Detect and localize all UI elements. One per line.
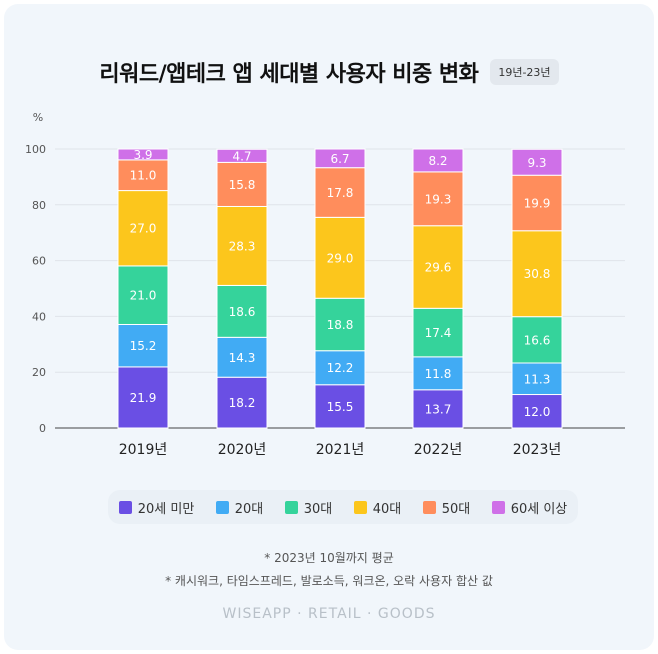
legend-item: 40대 — [353, 498, 402, 517]
bar-segment — [511, 148, 563, 176]
bar-segment — [314, 350, 366, 386]
data-label: 19.9 — [524, 196, 551, 210]
data-label: 4.7 — [232, 149, 251, 163]
bar-segment — [314, 167, 366, 218]
data-label: 9.3 — [527, 156, 546, 170]
data-label: 17.8 — [327, 186, 354, 200]
data-label: 18.2 — [229, 396, 256, 410]
y-tick-label: 20 — [32, 366, 46, 379]
y-tick-label: 80 — [32, 199, 46, 212]
data-label: 15.2 — [130, 339, 157, 353]
x-tick-label: 2021년 — [316, 442, 365, 458]
legend-item: 20대 — [215, 498, 264, 517]
bar-segment — [314, 148, 366, 169]
data-label: 11.3 — [524, 372, 551, 386]
x-tick-label: 2020년 — [218, 442, 267, 458]
legend-swatch — [353, 500, 367, 514]
data-label: 6.7 — [330, 152, 349, 166]
data-label: 11.0 — [130, 169, 157, 183]
bar-segment — [511, 394, 563, 429]
bar-segment — [117, 148, 169, 161]
legend-swatch — [118, 500, 132, 514]
y-tick-label: 100 — [25, 143, 46, 156]
bar-segment — [412, 389, 464, 429]
x-tick-label: 2023년 — [513, 442, 562, 458]
data-label: 12.2 — [327, 361, 354, 375]
legend-label: 20대 — [234, 501, 264, 517]
legend-label: 50대 — [441, 501, 471, 517]
y-tick-label: 40 — [32, 310, 46, 323]
y-tick-label: 60 — [32, 255, 46, 268]
data-label: 14.3 — [229, 351, 256, 365]
footnote: * 캐시워크, 타임스프레드, 발로소득, 워크온, 오락 사용자 합산 값 — [165, 574, 493, 588]
legend-swatch — [215, 500, 229, 514]
bar-segment — [511, 362, 563, 396]
data-label: 30.8 — [524, 267, 551, 281]
data-label: 13.7 — [425, 402, 452, 416]
legend-swatch — [422, 500, 436, 514]
bar-segment — [314, 384, 366, 429]
bar-segment — [314, 297, 366, 352]
data-label: 18.6 — [229, 305, 256, 319]
chart-title: 리워드/앱테크 앱 세대별 사용자 비중 변화 — [99, 62, 479, 87]
bar-segment — [412, 356, 464, 391]
data-label: 27.0 — [130, 222, 157, 236]
data-label: 15.8 — [229, 178, 256, 192]
bar-segment — [412, 225, 464, 309]
data-label: 18.8 — [327, 318, 354, 332]
data-label: 21.9 — [130, 391, 157, 405]
data-label: 19.3 — [425, 192, 452, 206]
watermark-footer: WISEAPP · RETAIL · GOODS — [222, 606, 436, 622]
bar-segment — [412, 307, 464, 358]
bar-segment — [216, 284, 268, 338]
stacked-bar-chart: % 0 20 40 60 80 100 21.9 15.2 21.0 27.0 11.0 3.9 2019… — [25, 111, 625, 458]
bar-segment — [216, 161, 268, 207]
bar-segment — [511, 174, 563, 232]
legend-label: 20세 미만 — [137, 501, 195, 517]
bar-segment — [117, 366, 169, 429]
data-label: 16.6 — [524, 333, 551, 347]
bar-segment — [216, 205, 268, 286]
x-tick-label: 2019년 — [119, 442, 168, 458]
data-label: 28.3 — [229, 239, 256, 253]
data-label: 12.0 — [524, 405, 551, 419]
footnote: * 2023년 10월까지 평균 — [264, 551, 394, 565]
legend-item: 60세 이상 — [491, 498, 568, 517]
y-axis-label: % — [33, 111, 43, 124]
title-row: 리워드/앱테크 앱 세대별 사용자 비중 변화 19년-23년 — [0, 56, 658, 88]
data-label: 11.8 — [425, 367, 452, 381]
legend-label: 60세 이상 — [510, 501, 568, 517]
y-tick-label: 0 — [39, 422, 46, 435]
legend-item: 50대 — [422, 498, 471, 517]
data-label: 21.0 — [130, 289, 157, 303]
bar-segment — [412, 171, 464, 227]
legend-item: 30대 — [284, 498, 333, 517]
legend-swatch — [284, 500, 298, 514]
bar-segment — [511, 230, 563, 318]
data-label: 29.6 — [425, 261, 452, 275]
data-label: 17.4 — [425, 326, 452, 340]
bar-segment — [314, 216, 366, 299]
data-label: 15.5 — [327, 400, 354, 414]
legend-label: 30대 — [303, 501, 333, 517]
legend: 20세 미만 20대 30대 40대 50대 60세 이상 — [108, 490, 578, 524]
bar-segment — [216, 148, 268, 163]
legend-item: 20세 미만 — [118, 498, 195, 517]
data-label: 29.0 — [327, 251, 354, 265]
data-label: 8.2 — [428, 154, 447, 168]
x-tick-label: 2022년 — [414, 442, 463, 458]
legend-label: 40대 — [372, 501, 402, 517]
bar-segment — [511, 316, 563, 364]
legend-swatch — [491, 500, 505, 514]
bar-segment — [117, 265, 169, 325]
bar-segment — [412, 148, 464, 173]
data-label: 3.9 — [133, 148, 152, 162]
footnotes: * 2023년 10월까지 평균 * 캐시워크, 타임스프레드, 발로소득, 워… — [0, 547, 658, 593]
period-badge: 19년-23년 — [490, 59, 559, 85]
bar-segment — [216, 376, 268, 429]
bar-segment — [216, 336, 268, 378]
